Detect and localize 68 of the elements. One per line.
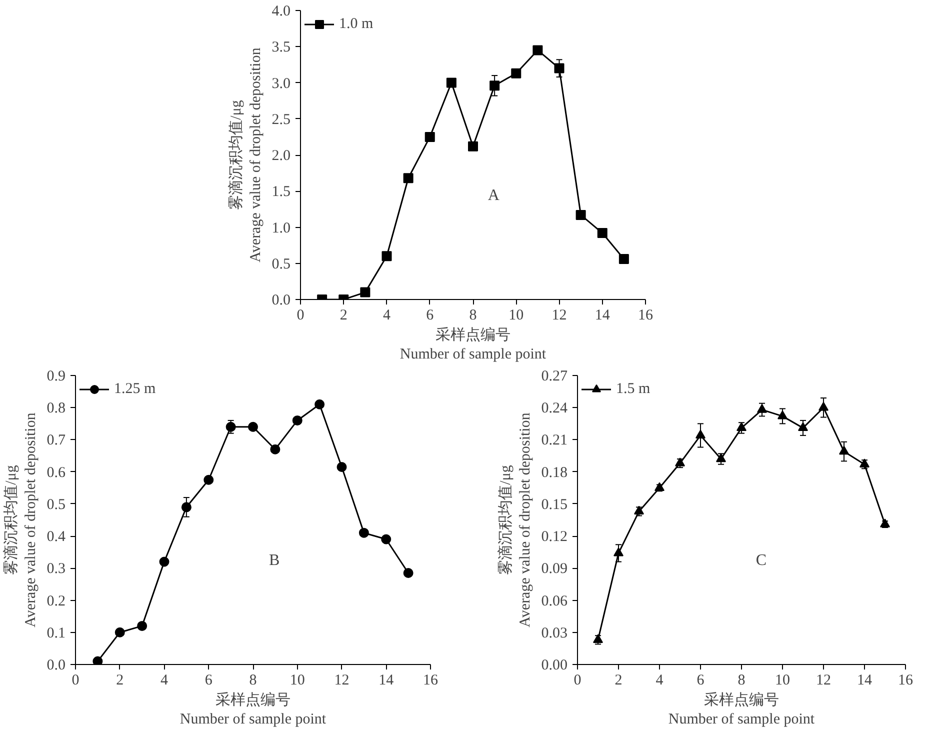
x-tick-label: 16 (423, 672, 438, 688)
y-tick-label: 0.5 (46, 496, 66, 513)
x-axis-title: 采样点编号 Number of sample point (180, 692, 327, 728)
y-tick-label: 0.00 (541, 658, 568, 674)
x-tick-label: 6 (204, 672, 213, 688)
x-tick-label: 8 (469, 308, 477, 324)
x-tick-label: 8 (738, 672, 746, 688)
y-tick-label: 0.0 (272, 292, 290, 308)
legend-label: 1.25 m (114, 380, 156, 398)
y-tick-label: 3.0 (272, 76, 290, 92)
annotation: C (756, 552, 767, 570)
x-tick-label: 0 (72, 672, 80, 688)
x-tick-label: 12 (334, 672, 350, 688)
y-tick-label: 0.21 (541, 432, 568, 449)
y-tick-label: 2.5 (272, 112, 290, 128)
x-tick-label: 4 (160, 672, 168, 688)
y-tick-label: 1.5 (272, 184, 290, 200)
x-tick-label: 8 (249, 672, 257, 688)
y-tick-label: 0.9 (46, 368, 66, 384)
y-tick-label: 0.1 (46, 625, 66, 642)
y-tick-label: 0.24 (541, 400, 568, 417)
x-tick-label: 16 (638, 308, 654, 324)
x-tick-label: 0 (296, 308, 304, 324)
y-tick-label: 0.15 (541, 496, 568, 513)
y-tick-label: 1.0 (272, 220, 290, 236)
x-tick-label: 4 (383, 308, 391, 324)
x-tick-label: 14 (378, 672, 394, 688)
y-tick-label: 2.0 (272, 148, 290, 164)
legend-label: 1.5 m (616, 380, 650, 398)
x-tick-label: 14 (594, 308, 610, 324)
y-tick-label: 0.27 (541, 368, 568, 384)
y-tick-label: 4.0 (272, 4, 290, 20)
x-tick-label: 10 (508, 308, 524, 324)
y-tick-label: 0.5 (272, 256, 290, 272)
x-tick-label: 16 (898, 672, 914, 688)
x-tick-label: 6 (696, 672, 705, 688)
x-tick-label: 2 (614, 672, 622, 688)
y-axis-title: 雾滴沉积均值/μg Average value of droplet deposition (2, 412, 39, 628)
annotation: B (268, 552, 280, 570)
y-axis-title: 雾滴沉积均值/μg Average value of droplet deposition (497, 412, 534, 628)
x-tick-label: 4 (656, 672, 664, 688)
y-tick-label: 0.06 (541, 593, 568, 610)
legend-label: 1.0 m (339, 16, 374, 32)
y-tick-label: 0.03 (541, 625, 568, 642)
y-tick-label: 0.6 (46, 464, 66, 481)
x-tick-label: 14 (857, 672, 872, 688)
y-axis-title: 雾滴沉积均值/μg Average value of droplet deposition (228, 47, 264, 262)
y-tick-label: 0.7 (46, 432, 66, 449)
y-tick-label: 0.0 (46, 658, 66, 674)
y-tick-label: 0.8 (46, 400, 66, 417)
x-axis-title: 采样点编号 Number of sample point (668, 692, 816, 728)
y-tick-label: 0.09 (541, 561, 568, 578)
x-tick-label: 2 (116, 672, 124, 688)
x-tick-label: 10 (775, 672, 790, 688)
y-tick-label: 0.18 (541, 464, 568, 481)
y-tick-label: 0.2 (46, 593, 66, 610)
x-axis-title: 采样点编号 Number of sample point (400, 326, 547, 363)
x-tick-label: 12 (816, 672, 831, 688)
x-tick-label: 6 (426, 308, 434, 324)
y-tick-label: 0.4 (46, 529, 66, 546)
x-tick-label: 10 (290, 672, 305, 688)
y-tick-label: 0.12 (541, 529, 568, 546)
x-tick-label: 12 (552, 308, 567, 324)
x-tick-label: 0 (574, 672, 582, 688)
y-tick-label: 3.5 (272, 40, 290, 56)
annotation: A (488, 187, 500, 204)
x-tick-label: 2 (340, 308, 348, 324)
y-tick-label: 0.3 (46, 561, 66, 578)
